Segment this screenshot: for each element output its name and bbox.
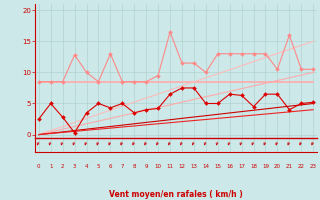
X-axis label: Vent moyen/en rafales ( km/h ): Vent moyen/en rafales ( km/h ): [109, 190, 243, 199]
